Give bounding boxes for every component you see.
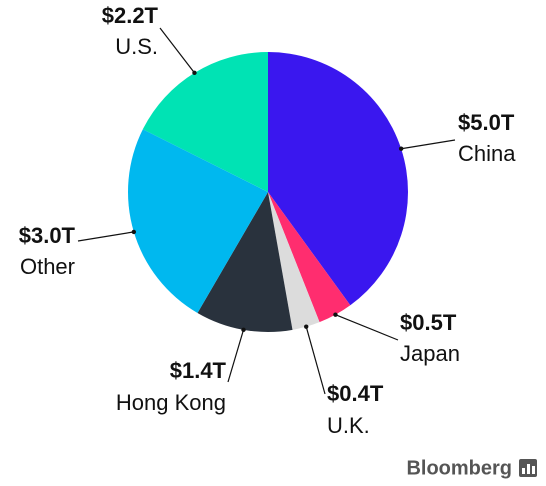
leader-dot xyxy=(333,312,338,317)
pie-slice xyxy=(268,192,320,330)
pie-slice xyxy=(268,192,351,323)
leader-line xyxy=(305,326,326,395)
leader-line xyxy=(335,314,399,341)
category-label: Hong Kong xyxy=(116,390,226,415)
pie-slice xyxy=(142,51,268,192)
leader-dot xyxy=(241,327,246,333)
category-label: U.S. xyxy=(115,34,158,59)
value-label: $5.0T xyxy=(458,110,515,135)
source: Bloomberg xyxy=(406,457,512,479)
leader-line xyxy=(227,329,245,383)
pie-slice xyxy=(197,192,293,332)
leader-line xyxy=(401,139,456,150)
leader-dot xyxy=(131,229,137,235)
category-label: Japan xyxy=(400,341,460,366)
value-label: $1.4T xyxy=(170,358,227,383)
leader-dot xyxy=(304,324,309,329)
category-label: China xyxy=(458,141,516,166)
category-label: Other xyxy=(20,254,75,279)
source-icon xyxy=(519,459,537,477)
leader-line xyxy=(77,231,134,242)
category-label: U.K. xyxy=(327,413,370,438)
leader-dot xyxy=(398,146,404,151)
value-label: $2.2T xyxy=(102,3,159,28)
pie-slice xyxy=(268,52,409,306)
value-label: $3.0T xyxy=(19,223,76,248)
pie-slice xyxy=(127,129,268,313)
value-label: $0.4T xyxy=(327,381,384,406)
leader-line xyxy=(159,27,195,74)
value-label: $0.5T xyxy=(400,310,457,335)
leader-dot xyxy=(192,70,197,76)
